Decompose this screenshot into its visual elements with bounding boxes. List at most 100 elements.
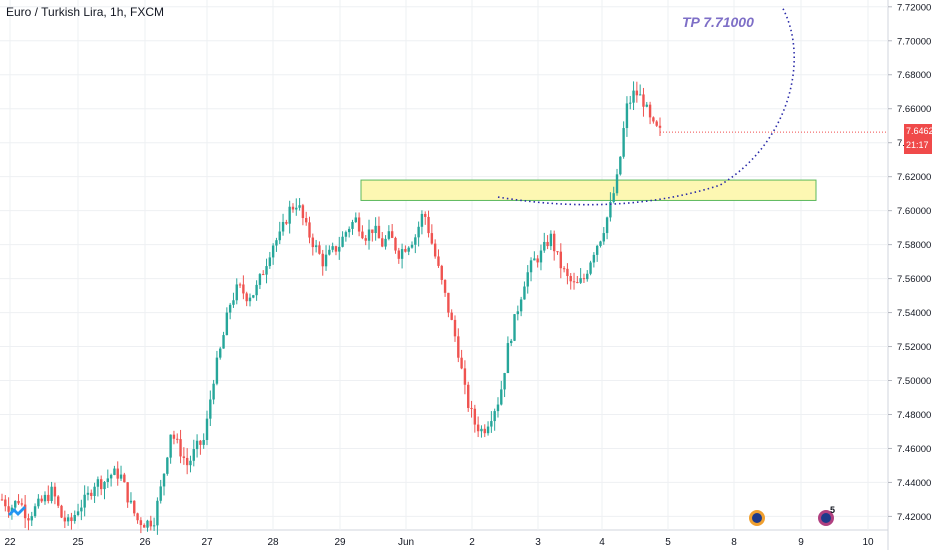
candle-body [450, 312, 453, 320]
candle-body [262, 274, 265, 276]
support-zone [360, 179, 817, 201]
candle-body [595, 245, 599, 255]
economic-events-group-icon[interactable] [818, 510, 834, 526]
candle-body [70, 517, 73, 522]
candle-body [275, 240, 278, 246]
candle-body [14, 500, 17, 508]
candle-body [619, 156, 622, 175]
candle-body [592, 254, 596, 263]
candle-body [169, 434, 172, 458]
candle-body [305, 218, 308, 223]
candle-body [185, 457, 189, 466]
candle-body [291, 206, 295, 210]
candle-body [493, 411, 496, 422]
candle-body [467, 384, 470, 408]
candle-body [93, 486, 96, 496]
candle-body [106, 478, 110, 482]
candle-body [225, 312, 229, 336]
candle-body [470, 407, 473, 409]
candle-body [281, 221, 285, 232]
candle-body [576, 282, 579, 284]
candle-body [440, 265, 443, 280]
candle-body [57, 496, 60, 506]
candle-body [559, 251, 563, 269]
candle-body [648, 104, 652, 118]
economic-event-icon[interactable] [749, 510, 765, 526]
candle-body [126, 482, 129, 503]
candle-body [463, 368, 467, 385]
candle-body [334, 246, 338, 252]
last-price-badge: 7.64620 21:17 [904, 124, 932, 154]
candle-body [40, 498, 43, 502]
candle-body [73, 514, 76, 522]
candle-body [109, 474, 113, 479]
x-tick-label: Jun [398, 537, 414, 548]
y-tick-label: 7.48000 [897, 410, 931, 421]
candle-body [437, 256, 440, 266]
candle-body [235, 284, 238, 301]
candle-body [341, 236, 344, 247]
x-tick-label: 27 [201, 537, 213, 548]
candle-body [347, 228, 351, 233]
candle-body [549, 233, 553, 247]
candle-body [86, 492, 90, 495]
candle-body [192, 449, 195, 461]
candle-body [622, 128, 625, 157]
plot-area [0, 0, 888, 530]
candle-body [496, 404, 500, 412]
candle-body [556, 251, 559, 253]
x-tick-label: 9 [798, 537, 804, 548]
candle-body [569, 276, 572, 282]
candle-body [566, 268, 569, 277]
candle-body [103, 481, 106, 490]
candle-body [652, 117, 655, 122]
candle-body [500, 389, 503, 405]
candle-body [209, 399, 212, 419]
candle-body [245, 293, 248, 302]
y-tick-label: 7.42000 [897, 512, 931, 523]
y-tick-label: 7.54000 [897, 308, 931, 319]
candle-body [354, 217, 357, 223]
candle-body [513, 314, 516, 341]
candle-body [99, 479, 103, 490]
candle-body [202, 439, 205, 445]
candle-body [295, 207, 298, 210]
y-tick-label: 7.62000 [897, 172, 931, 183]
candle-body [357, 217, 361, 232]
candle-body [351, 222, 354, 229]
candle-body [453, 319, 457, 337]
candle-body [271, 245, 275, 258]
candle-body [516, 311, 520, 315]
candle-body [258, 274, 262, 285]
x-tick-label: 28 [267, 537, 279, 548]
candle-body [367, 229, 371, 241]
candle-body [519, 299, 523, 312]
candle-body [123, 474, 126, 483]
candle-body [129, 500, 133, 503]
candle-body [96, 479, 100, 487]
candle-body [417, 226, 420, 238]
candle-body [182, 456, 186, 458]
candle-body [638, 94, 642, 96]
candle-body [318, 245, 321, 254]
candle-body [427, 216, 430, 234]
candle-body [658, 125, 662, 128]
x-tick-label: 29 [334, 537, 346, 548]
candle-body [615, 174, 619, 194]
candle-body [377, 225, 381, 239]
candle-body [526, 272, 529, 287]
candle-body [523, 286, 526, 300]
candle-body [552, 233, 556, 252]
y-tick-label: 7.58000 [897, 240, 931, 251]
candle-body [562, 268, 566, 270]
candle-body [27, 518, 30, 521]
tradingview-logo-icon[interactable] [6, 504, 28, 518]
candle-body [53, 486, 57, 497]
candle-body [268, 257, 272, 267]
take-profit-label[interactable]: TP 7.71000 [682, 14, 754, 30]
candle-body [635, 90, 639, 96]
candle-body [572, 281, 576, 283]
candle-body [288, 206, 291, 224]
candle-body [645, 104, 648, 107]
